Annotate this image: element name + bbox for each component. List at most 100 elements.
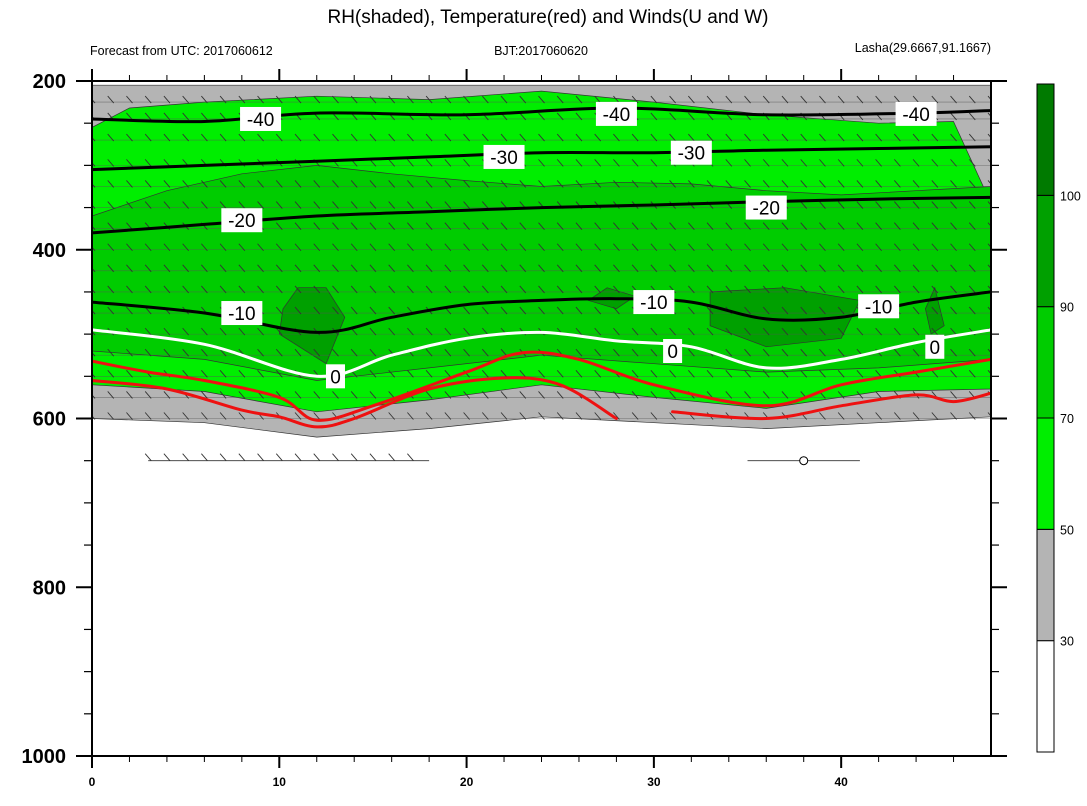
wind-barb bbox=[987, 370, 991, 375]
wind-barb bbox=[950, 327, 957, 336]
wind-barb bbox=[182, 180, 189, 188]
wind-barb bbox=[350, 453, 358, 461]
wind-barb bbox=[837, 133, 845, 142]
wind-barb bbox=[444, 391, 452, 399]
wind-barb bbox=[538, 159, 545, 167]
wind-barb bbox=[126, 348, 133, 357]
temp-contour-red-7 bbox=[671, 391, 991, 421]
wind-barb bbox=[350, 285, 358, 294]
wind-barb bbox=[332, 391, 339, 399]
wind-barb bbox=[201, 391, 208, 399]
wind-barb bbox=[968, 159, 976, 167]
wind-barb bbox=[950, 180, 957, 188]
wind-barb bbox=[875, 222, 882, 230]
wind-barb bbox=[481, 201, 489, 209]
wind-barb bbox=[425, 133, 433, 142]
wind-barb bbox=[350, 243, 358, 252]
wind-barb bbox=[968, 285, 976, 294]
wind-barb bbox=[819, 327, 826, 336]
wind-barb bbox=[894, 222, 901, 230]
wind-barb bbox=[800, 348, 808, 357]
wind-barb bbox=[575, 222, 583, 230]
wind-barb bbox=[556, 180, 564, 188]
wind-barb bbox=[744, 285, 751, 294]
wind-barb bbox=[613, 180, 620, 188]
wind-barb bbox=[500, 264, 508, 273]
wind-barb bbox=[92, 373, 96, 378]
wind-barb bbox=[613, 327, 620, 336]
wind-barb bbox=[92, 288, 96, 294]
wind-barb bbox=[669, 370, 676, 378]
wind-barb bbox=[875, 264, 882, 273]
wind-barb bbox=[744, 348, 751, 357]
wind-barb bbox=[332, 264, 339, 273]
colorbar-swatch bbox=[1036, 640, 1055, 753]
wind-barb bbox=[894, 201, 901, 209]
wind-barb bbox=[987, 222, 991, 227]
colorbar-swatch bbox=[1036, 83, 1055, 196]
wind-barb bbox=[781, 243, 789, 252]
wind-barb bbox=[762, 264, 770, 273]
wind-barb bbox=[425, 264, 433, 273]
wind-barb bbox=[350, 201, 358, 209]
wind-barb bbox=[556, 159, 564, 167]
wind-barb bbox=[369, 264, 377, 273]
wind-barb bbox=[463, 306, 470, 315]
x-tick-label: 0 bbox=[89, 775, 96, 789]
wind-barb bbox=[669, 285, 676, 294]
wind-barb bbox=[182, 95, 189, 104]
wind-barb bbox=[725, 180, 733, 188]
wind-barb bbox=[725, 222, 733, 230]
wind-barb bbox=[631, 222, 639, 230]
wind-barb bbox=[219, 112, 227, 121]
contour-label: 0 bbox=[330, 367, 341, 388]
wind-barb bbox=[556, 285, 564, 294]
wind-barb bbox=[669, 180, 676, 188]
wind-barb bbox=[369, 348, 377, 357]
wind-barb bbox=[987, 306, 991, 312]
wind-barb bbox=[968, 95, 976, 104]
wind-barb bbox=[631, 159, 639, 167]
contour-label: -40 bbox=[902, 105, 929, 126]
wind-barb bbox=[201, 243, 208, 252]
wind-barb bbox=[407, 95, 414, 104]
wind-barb bbox=[388, 201, 396, 209]
wind-barb bbox=[631, 348, 639, 357]
wind-barb bbox=[388, 222, 396, 230]
wind-barb bbox=[837, 159, 845, 167]
wind-barb bbox=[201, 201, 208, 209]
wind-barb bbox=[463, 285, 470, 294]
wind-barb bbox=[332, 222, 339, 230]
wind-barb bbox=[369, 391, 377, 399]
wind-barb bbox=[856, 159, 864, 167]
wind-barb bbox=[819, 222, 826, 230]
wind-barb bbox=[444, 201, 452, 209]
wind-barb bbox=[163, 453, 171, 461]
wind-barb bbox=[275, 306, 283, 315]
wind-barb bbox=[856, 264, 864, 273]
wind-barb bbox=[575, 327, 583, 336]
wind-barb bbox=[257, 133, 264, 142]
wind-barb bbox=[912, 306, 920, 315]
wind-barb bbox=[894, 133, 901, 142]
wind-barb bbox=[163, 412, 171, 420]
wind-barb bbox=[931, 285, 939, 294]
wind-barb bbox=[481, 412, 489, 420]
wind-barb bbox=[837, 222, 845, 230]
wind-barb bbox=[107, 222, 115, 230]
wind-barb bbox=[594, 285, 602, 294]
wind-barb bbox=[407, 180, 414, 188]
wind-barb bbox=[950, 112, 957, 121]
wind-barb bbox=[219, 453, 227, 461]
wind-barb bbox=[856, 391, 864, 399]
wind-barb bbox=[538, 412, 545, 420]
wind-barb bbox=[819, 201, 826, 209]
wind-barb bbox=[313, 348, 321, 357]
wind-barb bbox=[631, 412, 639, 420]
wind-barb bbox=[669, 264, 676, 273]
wind-barb bbox=[257, 285, 264, 294]
wind-barb bbox=[762, 95, 770, 104]
wind-barb bbox=[92, 394, 96, 399]
station-label: Lasha(29.6667,91.1667) bbox=[855, 41, 991, 55]
wind-barb bbox=[369, 133, 377, 142]
